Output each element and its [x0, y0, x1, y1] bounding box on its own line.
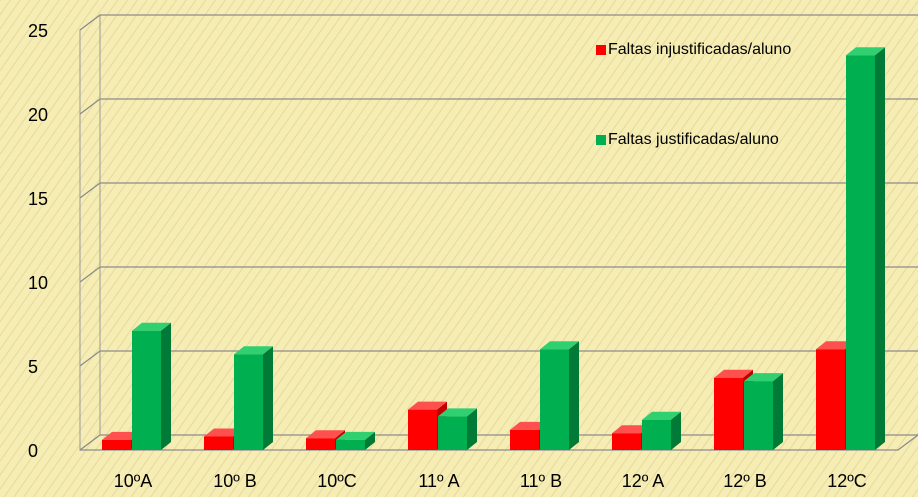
legend-swatch: [596, 45, 606, 55]
x-tick-label: 11º B: [520, 471, 562, 491]
legend-swatch: [596, 135, 606, 145]
y-tick-label: 20: [28, 105, 48, 125]
bar-top: [744, 373, 783, 382]
x-tick-label: 12ºC: [827, 471, 867, 491]
bar-front: [744, 381, 773, 450]
legend-label: Faltas justificadas/aluno: [608, 131, 779, 148]
bar-top: [642, 411, 681, 420]
bar-side: [569, 341, 579, 450]
x-tick-label: 10º B: [213, 471, 257, 491]
bar-front: [846, 55, 875, 450]
y-tick-label: 10: [28, 273, 48, 293]
bar-front: [102, 439, 131, 450]
x-tick-label: 10ºA: [114, 471, 153, 491]
bar-side: [875, 47, 885, 450]
grid-line: [79, 350, 918, 367]
bar-top: [816, 341, 855, 350]
bar-top: [714, 369, 753, 378]
bar-front: [540, 349, 569, 450]
bar-front: [642, 419, 671, 450]
x-tick-label: 12º A: [622, 471, 665, 491]
bar-top: [306, 430, 345, 439]
bar-top: [510, 421, 549, 430]
y-tick-label: 25: [28, 21, 48, 41]
bar-top: [408, 401, 447, 410]
bar-side: [773, 373, 783, 450]
bar: [744, 373, 783, 450]
legend-item: Faltas justificadas/aluno: [596, 130, 798, 150]
x-tick-label: 10ºC: [317, 471, 357, 491]
bar-front: [438, 416, 467, 450]
bar-side: [263, 346, 273, 450]
bar-side: [671, 411, 681, 450]
grid-line: [79, 14, 918, 31]
bar-front: [510, 429, 539, 450]
bar-top: [102, 431, 141, 440]
legend-label: Faltas injustificadas/aluno: [608, 41, 792, 58]
bar: [336, 431, 375, 450]
bar-side: [161, 322, 171, 450]
x-tick-label: 12º B: [723, 471, 767, 491]
bar-front: [816, 349, 845, 450]
bar-top: [234, 346, 273, 355]
plot-area: 0 5 10 15 20 25 10ºA 10º B 10ºC 11º A 11º B 12º A 12…: [28, 14, 918, 491]
bar: [540, 341, 579, 450]
bar-front: [132, 330, 161, 450]
bar-front: [714, 377, 743, 450]
bar-front: [336, 439, 365, 450]
bar-front: [234, 354, 263, 450]
y-tick-label: 0: [28, 441, 38, 461]
bar: [234, 346, 273, 450]
grid-line: [79, 266, 918, 283]
bar-top: [204, 428, 243, 437]
bar-front: [306, 438, 335, 450]
bar-top: [132, 322, 171, 331]
legend-item: Faltas injustificadas/aluno: [596, 40, 798, 60]
bar-top: [336, 431, 375, 440]
x-tick-label: 11º A: [418, 471, 459, 491]
bar-front: [204, 436, 233, 450]
bar: [846, 47, 885, 450]
bar-front: [612, 433, 641, 450]
bar: [438, 408, 477, 450]
bar-top: [612, 425, 651, 434]
bar-top: [846, 47, 885, 56]
bar-top: [540, 341, 579, 350]
grid-line: [79, 98, 918, 115]
bar-top: [438, 408, 477, 417]
bar-side: [365, 431, 375, 450]
y-tick-label: 15: [28, 189, 48, 209]
grid-line: [79, 182, 918, 199]
y-tick-label: 5: [28, 357, 38, 377]
bar-front: [408, 409, 437, 450]
bar: [132, 322, 171, 450]
bar-side: [467, 408, 477, 450]
bar: [642, 411, 681, 450]
